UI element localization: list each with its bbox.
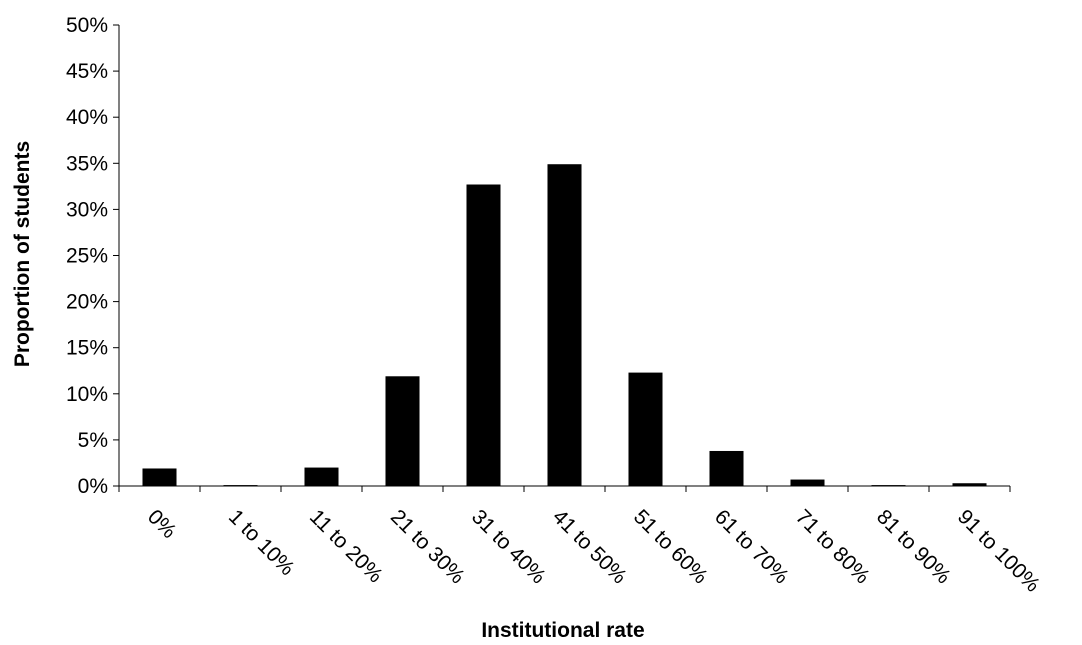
y-tick-label: 15% <box>66 337 108 360</box>
x-tick-label: 11 to 20% <box>305 505 387 587</box>
y-tick-label: 45% <box>66 60 108 83</box>
bar <box>709 450 744 486</box>
y-tick-label: 0% <box>78 475 108 498</box>
x-tick-label: 91 to 100% <box>953 505 1044 596</box>
x-tick-label: 51 to 60% <box>629 505 712 588</box>
x-tick-label: 41 to 50% <box>548 505 631 588</box>
y-axis-ticks <box>113 24 119 487</box>
x-tick-label: 81 to 90% <box>872 505 955 588</box>
bar <box>790 479 825 486</box>
y-tick-label: 50% <box>66 14 108 37</box>
x-tick-label: 31 to 40% <box>467 505 550 588</box>
bar <box>547 164 582 487</box>
x-tick-label: 1 to 10% <box>224 505 299 580</box>
x-tick-label: 21 to 30% <box>386 505 469 588</box>
y-axis-tick-labels: 0% 5% 10% 15% 20% 25% 30% 35% 40% 45% 50% <box>66 14 108 498</box>
bars <box>142 164 987 487</box>
y-tick-label: 40% <box>66 106 108 129</box>
y-axis-title: Proportion of students <box>11 141 34 367</box>
y-tick-label: 20% <box>66 291 108 314</box>
bar <box>385 376 420 486</box>
x-tick-label: 71 to 80% <box>791 505 874 588</box>
x-axis-ticks <box>118 486 1011 492</box>
bar <box>952 483 987 486</box>
bar <box>304 467 339 486</box>
y-tick-label: 30% <box>66 198 108 221</box>
x-tick-label: 61 to 70% <box>710 505 793 588</box>
x-axis-title: Institutional rate <box>481 619 644 642</box>
x-axis-tick-labels: 0% 1 to 10% 11 to 20%21 to 30%31 to 40%41 … <box>143 505 1044 596</box>
y-tick-label: 5% <box>78 429 108 452</box>
x-tick-label: 0% <box>143 505 181 543</box>
y-tick-label: 25% <box>66 245 108 268</box>
bar <box>628 372 663 486</box>
bar <box>142 468 177 486</box>
bar <box>466 184 501 487</box>
y-tick-label: 35% <box>66 152 108 175</box>
y-tick-label: 10% <box>66 383 108 406</box>
